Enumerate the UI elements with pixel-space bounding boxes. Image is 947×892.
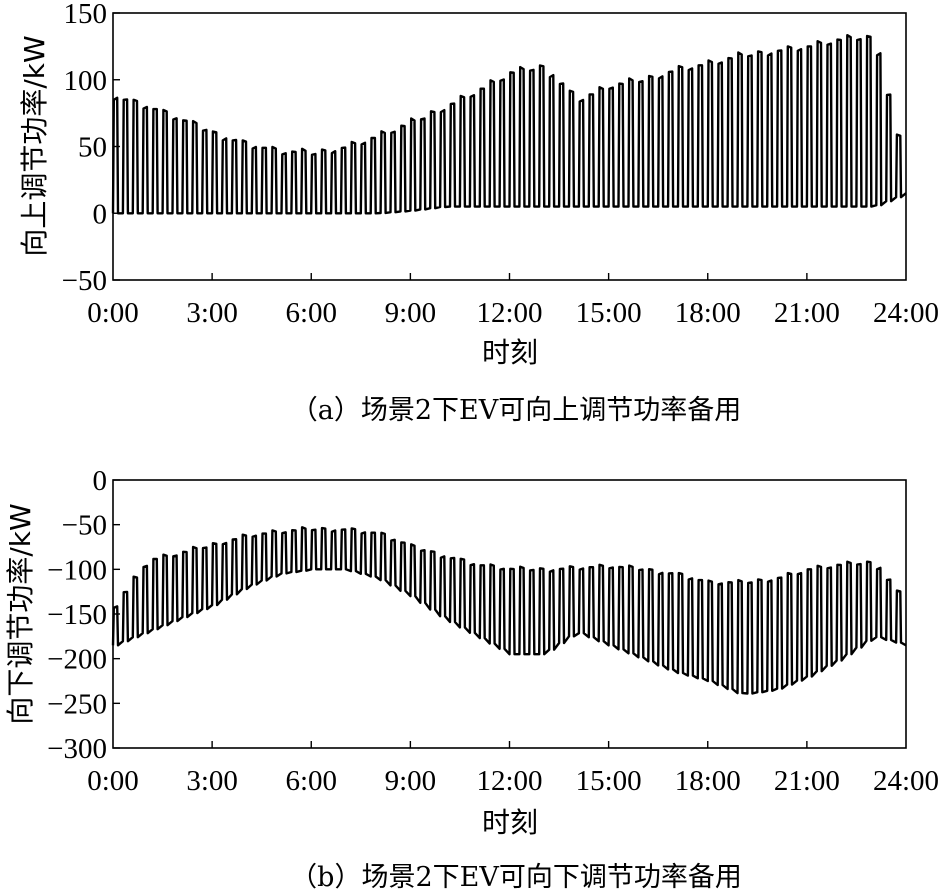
y-tick-label: 0	[93, 465, 108, 497]
y-tick-label: −250	[47, 688, 107, 720]
panel-a: −50 0 50 100 150 0:00 3:00 6:00 9:00 12:00 15:00 1…	[18, 0, 939, 426]
y-axis-b: −300 −250 −200 −150 −100 −50 0	[47, 465, 120, 765]
panel-b: −300 −250 −200 −150 −100 −50 0 0:00 3:00 6:00 9:0…	[4, 465, 939, 892]
series-line-a	[111, 34, 907, 215]
x-axis-title-b: 时刻	[482, 806, 538, 839]
y-tick-label: −50	[62, 265, 107, 297]
x-tick-label: 12:00	[476, 765, 542, 797]
caption-b: （b）场景2下EV可向下调节功率备用	[290, 862, 742, 892]
x-tick-label: 6:00	[285, 297, 337, 329]
y-tick-label: 100	[64, 65, 108, 97]
x-tick-label: 6:00	[285, 765, 337, 797]
x-tick-label: 15:00	[576, 765, 642, 797]
x-tick-label: 9:00	[385, 765, 437, 797]
series-line-b	[111, 526, 907, 695]
x-tick-label: 18:00	[675, 765, 741, 797]
x-axis-a: 0:00 3:00 6:00 9:00 12:00 15:00 18:00 21:00 24:0…	[87, 273, 939, 329]
y-tick-label: −200	[47, 644, 107, 676]
y-tick-label: −150	[47, 599, 107, 631]
x-tick-label: 3:00	[186, 297, 238, 329]
y-axis-a: −50 0 50 100 150	[62, 0, 120, 297]
y-tick-label: 150	[64, 0, 108, 30]
x-tick-label: 12:00	[476, 297, 542, 329]
x-tick-label: 3:00	[186, 765, 238, 797]
x-tick-label: 9:00	[385, 297, 437, 329]
x-axis-b: 0:00 3:00 6:00 9:00 12:00 15:00 18:00 21:00 24:0…	[87, 741, 939, 797]
x-tick-label: 0:00	[87, 297, 139, 329]
y-tick-label: −300	[47, 733, 107, 765]
x-tick-label: 21:00	[774, 297, 840, 329]
y-tick-label: −100	[47, 554, 107, 586]
x-tick-label: 15:00	[576, 297, 642, 329]
series-a	[111, 34, 907, 215]
y-axis-title-b: 向下调节功率/kW	[4, 503, 37, 724]
x-tick-label: 24:00	[873, 297, 939, 329]
x-tick-label: 0:00	[87, 765, 139, 797]
x-tick-label: 24:00	[873, 765, 939, 797]
y-tick-label: 50	[78, 132, 107, 164]
series-b	[111, 526, 907, 695]
x-tick-label: 21:00	[774, 765, 840, 797]
y-tick-label: 0	[93, 198, 108, 230]
caption-a: （a）场景2下EV可向上调节功率备用	[291, 395, 741, 426]
y-axis-title-a: 向上调节功率/kW	[18, 35, 51, 256]
y-tick-label: −50	[62, 510, 107, 542]
x-tick-label: 18:00	[675, 297, 741, 329]
x-axis-title-a: 时刻	[482, 336, 538, 369]
